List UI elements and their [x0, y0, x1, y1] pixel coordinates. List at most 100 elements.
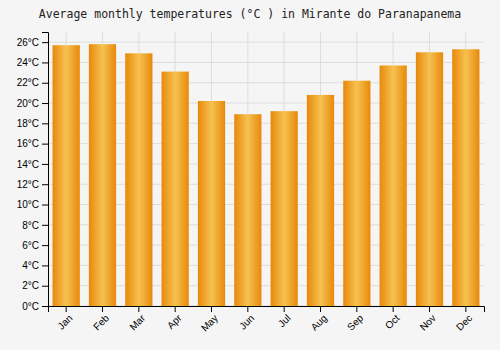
y-tick-label: 6°C [22, 240, 39, 251]
y-tick-mark [42, 83, 48, 84]
y-axis: 0°C 2°C 4°C 6°C 8°C 10°C 12°C 14°C 16°C 18°C 20°C 2… [17, 33, 49, 312]
grid-line [48, 42, 484, 43]
y-tick-mark [42, 184, 48, 185]
x-tick: Nov [418, 306, 438, 333]
x-tick-mark [356, 306, 357, 312]
y-tick: 0°C [22, 301, 48, 312]
x-tick-mark [66, 306, 67, 312]
bar [198, 101, 225, 306]
bars [53, 44, 480, 306]
y-tick-label: 22°C [17, 77, 39, 88]
x-tick-mark [320, 306, 321, 312]
x-tick: Apr [165, 306, 184, 331]
bar [89, 44, 116, 306]
y-tick: 6°C [22, 240, 48, 251]
grid [48, 32, 484, 306]
x-tick-mark [211, 306, 212, 312]
x-tick-label: Jul [276, 312, 293, 329]
x-tick-label: Feb [91, 312, 111, 332]
bar [380, 65, 407, 306]
bar [307, 95, 334, 306]
x-tick-mark [429, 306, 430, 312]
x-tick-mark [284, 306, 285, 312]
x-tick: Oct [383, 306, 402, 331]
y-tick-mark [42, 225, 48, 226]
y-tick-mark [42, 286, 48, 287]
y-tick-label: 2°C [22, 280, 39, 291]
bar [452, 49, 479, 306]
x-tick: Jun [237, 306, 256, 332]
y-tick-label: 14°C [17, 159, 39, 170]
y-tick: 20°C [17, 98, 48, 109]
x-tick-mark [138, 306, 139, 312]
x-tick-label: Mar [127, 312, 147, 332]
y-tick-label: 4°C [22, 260, 39, 271]
x-tick: Feb [91, 306, 111, 332]
x-tick: Dec [454, 306, 474, 333]
x-tick-mark [465, 306, 466, 312]
y-tick-label: 10°C [17, 199, 39, 210]
x-tick-label: Jun [237, 312, 256, 331]
bar [125, 53, 152, 306]
y-tick-label: 16°C [17, 138, 39, 149]
x-tick: Jul [276, 306, 293, 329]
y-axis-line [42, 33, 49, 307]
y-tick-label: 12°C [17, 179, 39, 190]
y-tick-label: 20°C [17, 98, 39, 109]
x-tick-mark [175, 306, 176, 312]
y-tick-mark [42, 265, 48, 266]
x-tick-label: Sep [345, 312, 366, 333]
bar [53, 45, 80, 306]
x-tick: Sep [345, 306, 366, 333]
x-tick-label: Dec [454, 312, 474, 332]
y-tick: 22°C [17, 77, 48, 88]
y-tick-label: 18°C [17, 118, 39, 129]
y-tick-mark [42, 103, 48, 104]
x-axis-line [49, 307, 485, 313]
y-tick-mark [42, 306, 48, 307]
x-tick-label: Apr [165, 312, 184, 331]
y-tick-mark [42, 205, 48, 206]
bar [234, 114, 261, 306]
y-tick: 2°C [22, 280, 48, 291]
y-tick-mark [42, 62, 48, 63]
x-tick-mark [393, 306, 394, 312]
title: Average monthly temperatures (°C ) in Mi… [39, 7, 461, 21]
x-tick: Aug [309, 306, 329, 333]
y-tick-mark [42, 144, 48, 145]
y-tick: 24°C [17, 57, 48, 68]
x-tick-label: Nov [418, 312, 438, 332]
y-tick: 8°C [22, 220, 48, 231]
plot-area: 0°C 2°C 4°C 6°C 8°C 10°C 12°C 14°C 16°C 18°C 20°C 2… [17, 32, 485, 334]
y-tick-label: 8°C [22, 220, 39, 231]
chart: 0°C 2°C 4°C 6°C 8°C 10°C 12°C 14°C 16°C 18°C 20°C 2… [0, 0, 500, 350]
y-tick: 14°C [17, 159, 48, 170]
y-tick: 4°C [22, 260, 48, 271]
x-tick: Mar [127, 306, 147, 332]
y-tick: 26°C [17, 37, 48, 48]
y-tick: 16°C [17, 138, 48, 149]
x-tick-label: May [199, 312, 220, 333]
x-tick-label: Oct [383, 312, 402, 331]
bar [271, 111, 298, 306]
x-tick: May [199, 306, 220, 334]
x-tick-label: Jan [55, 312, 74, 331]
y-tick: 12°C [17, 179, 48, 190]
x-tick: Jan [55, 306, 74, 332]
x-tick-label: Aug [309, 312, 329, 332]
bar [343, 81, 370, 306]
y-tick-label: 24°C [17, 57, 39, 68]
y-tick-mark [42, 164, 48, 165]
bar [416, 52, 443, 306]
x-axis: Jan Feb Mar Apr May Jun Jul Aug Sep Oct Nov Dec [49, 306, 485, 334]
y-tick-mark [42, 123, 48, 124]
y-tick: 18°C [17, 118, 48, 129]
y-tick-label: 26°C [17, 37, 39, 48]
bar [162, 72, 189, 306]
x-tick-mark [247, 306, 248, 312]
y-tick-mark [42, 245, 48, 246]
y-tick-mark [42, 42, 48, 43]
y-tick-label: 0°C [22, 301, 39, 312]
x-tick-mark [102, 306, 103, 312]
y-tick: 10°C [17, 199, 48, 210]
